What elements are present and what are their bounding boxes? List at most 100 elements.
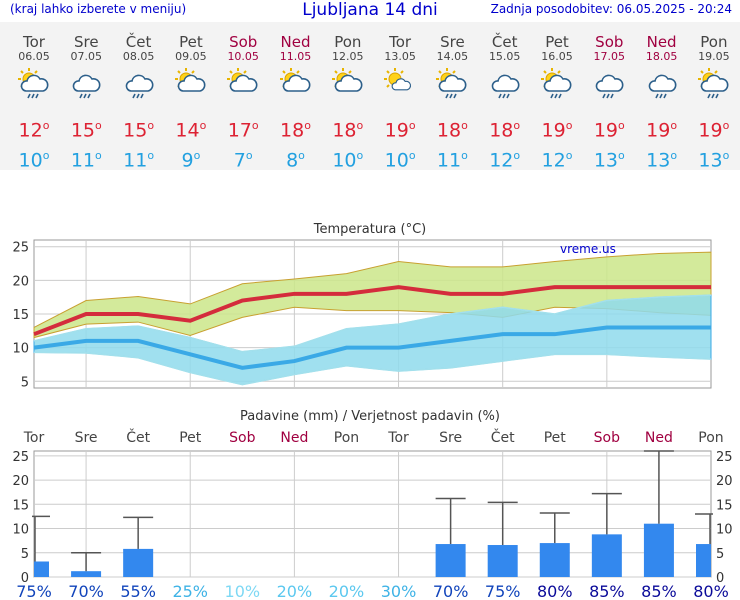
precipitation-x-tick-label: Čet <box>126 428 150 446</box>
cloud-rain-icon <box>595 74 624 99</box>
precipitation-y-tick-left: 0 <box>21 571 29 586</box>
cloud-rain-icon <box>72 74 101 99</box>
day-name: Čet <box>491 33 518 51</box>
forecast-panel <box>0 22 740 170</box>
max-temp-line <box>33 285 711 337</box>
min-temp-value: 7 <box>233 149 246 172</box>
max-temp: 19o <box>541 119 573 142</box>
day-column: Sre 14.05 18o 11o <box>426 34 478 172</box>
day-column: Čet 15.05 18o 12o <box>479 34 531 172</box>
min-temp: 10o <box>384 149 416 172</box>
precipitation-bar <box>435 544 466 577</box>
min-temp-value: 8 <box>286 149 299 172</box>
precipitation-y-tick-right: 25 <box>716 450 733 465</box>
day-column: Tor 06.05 12o 10o <box>8 34 60 172</box>
sun-cloud-icon <box>331 68 363 92</box>
precipitation-x-tick-label: Ned <box>645 430 673 446</box>
precipitation-x-tick-label: Sob <box>229 430 255 446</box>
day-name: Ned <box>646 33 677 51</box>
precipitation-bar <box>123 548 154 577</box>
min-temp-value: 13 <box>593 149 619 172</box>
precipitation-probability-label: 20% <box>277 582 313 600</box>
day-name: Sob <box>229 33 258 51</box>
max-temp-value: 15 <box>70 119 96 142</box>
day-name: Tor <box>23 33 45 51</box>
max-temp: 19o <box>698 119 730 142</box>
day-date: 09.05 <box>175 50 207 63</box>
precipitation-bar <box>71 571 102 577</box>
day-column: Ned 11.05 18o 8o <box>270 34 322 172</box>
sun-small-cloud-icon <box>384 68 412 91</box>
precipitation-y-tick-left: 25 <box>12 450 29 465</box>
precipitation-y-tick-left: 10 <box>12 523 29 538</box>
day-date: 11.05 <box>279 50 312 63</box>
precipitation-probability-label: 25% <box>172 582 208 600</box>
sun-cloud-rain-icon <box>436 68 467 99</box>
sun-cloud-icon <box>174 68 206 92</box>
max-temp: 14o <box>175 119 207 142</box>
min-range-upper-line <box>33 294 712 353</box>
precipitation-bar <box>487 545 518 577</box>
max-temp: 12o <box>18 119 50 142</box>
day-date: 14.05 <box>436 50 469 63</box>
min-temp: 8o <box>286 149 305 172</box>
day-date: 19.05 <box>698 50 730 63</box>
precipitation-y-tick-left: 5 <box>21 547 29 562</box>
precipitation-bar <box>696 544 711 577</box>
day-date: 13.05 <box>384 50 416 63</box>
day-name: Sre <box>440 33 465 51</box>
day-date: 07.05 <box>70 50 103 63</box>
day-name: Sob <box>595 33 624 51</box>
min-temp-value: 11 <box>70 149 96 172</box>
min-temp: 7o <box>233 149 253 172</box>
min-temp-value: 13 <box>646 149 671 172</box>
precipitation-x-tick-label: Pon <box>334 430 359 446</box>
max-temp-value: 12 <box>18 119 43 142</box>
min-temp: 11o <box>436 149 468 172</box>
precipitation-probability-label: 80% <box>693 582 729 600</box>
day-date: 16.05 <box>541 50 573 63</box>
precipitation-probability-label: 75% <box>485 582 521 600</box>
day-column: Pet 16.05 19o 12o <box>531 34 583 172</box>
sun-cloud-icon <box>279 68 310 92</box>
min-temp: 11o <box>123 149 155 172</box>
sun-cloud-rain-icon <box>697 68 729 99</box>
temperature-y-tick-label: 5 <box>21 375 29 390</box>
precipitation-probability-label: 70% <box>433 582 469 600</box>
max-temp: 18o <box>332 119 364 142</box>
min-temp: 13o <box>646 149 678 172</box>
temperature-chart: Temperatura (°C) 5 10 15 20 25 vreme.us <box>12 222 712 390</box>
min-temp-value: 10 <box>384 149 409 172</box>
min-temp-line <box>33 325 711 370</box>
min-temp-value: 12 <box>489 149 514 172</box>
max-temp-value: 18 <box>489 119 514 142</box>
precipitation-probability-label: 10% <box>225 582 261 600</box>
max-temp-value: 19 <box>593 119 619 142</box>
max-temp: 18o <box>436 119 468 142</box>
location-menu-hint: (kraj lahko izberete v meniju) <box>10 2 187 16</box>
cloud-rain-icon <box>125 74 154 99</box>
day-date: 12.05 <box>332 50 364 63</box>
precipitation-y-tick-left: 15 <box>12 498 29 513</box>
cloud-rain-icon <box>648 74 677 99</box>
precipitation-chart: Padavine (mm) / Verjetnost padavin (%) To… <box>12 409 733 600</box>
max-temp: 19o <box>593 119 625 142</box>
day-name: Čet <box>125 33 152 51</box>
precipitation-probability-label: 20% <box>329 582 365 600</box>
precipitation-x-tick-label: Sre <box>75 430 98 446</box>
precipitation-chart-title: Padavine (mm) / Verjetnost padavin (%) <box>240 409 500 424</box>
max-temp-value: 18 <box>332 119 357 142</box>
day-column: Pet 09.05 14o 9o <box>165 34 217 172</box>
min-temp: 12o <box>489 149 521 172</box>
max-temp: 18o <box>489 119 521 142</box>
min-temp: 13o <box>593 149 625 172</box>
day-name: Pon <box>700 33 728 51</box>
day-name: Pet <box>545 33 569 51</box>
day-column: Ned 18.05 19o 13o <box>636 34 688 172</box>
precipitation-bar <box>591 534 622 577</box>
last-update-label: Zadnja posodobitev: 06.05.2025 - 20:24 <box>490 2 732 16</box>
page-title: Ljubljana 14 dni <box>302 0 438 20</box>
day-name: Pet <box>179 33 203 51</box>
sun-cloud-rain-icon <box>541 68 572 99</box>
max-temp-value: 14 <box>175 119 200 142</box>
